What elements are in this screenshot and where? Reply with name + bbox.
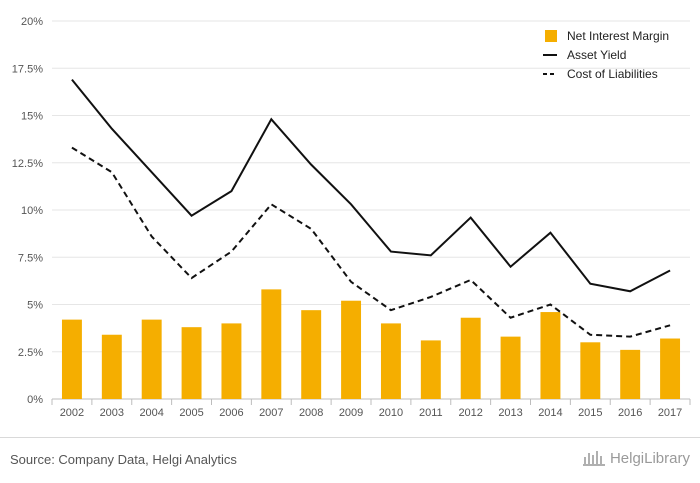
bar — [101, 334, 122, 399]
x-tick-label: 2006 — [219, 407, 243, 419]
bar — [380, 323, 401, 399]
y-axis: 0% 2.5% 5% 7.5% 10% 12.5% 15% 17.5% 20% — [12, 16, 43, 406]
bar — [141, 319, 162, 399]
chart-canvas: 0% 2.5% 5% 7.5% 10% 12.5% 15% 17.5% 20% 2002 2003… — [12, 16, 691, 419]
brand-logo: HelgiLibrary — [582, 449, 690, 467]
y-tick-label: 17.5% — [12, 63, 43, 75]
x-tick-label: 2014 — [538, 407, 562, 419]
footer-divider — [0, 437, 700, 438]
legend-swatch — [545, 30, 557, 42]
x-axis: 2002 2003 2004 2005 2006 2007 2008 2009 2010 2011… — [51, 399, 691, 419]
x-tick-label: 2011 — [419, 407, 443, 419]
x-tick-label: 2016 — [618, 407, 642, 419]
bar — [61, 319, 82, 399]
series-line — [71, 146, 671, 338]
x-tick-label: 2008 — [299, 407, 323, 419]
library-icon — [582, 451, 605, 466]
bar — [460, 317, 481, 399]
bar — [540, 312, 561, 399]
bar — [620, 349, 641, 399]
x-tick-label: 2007 — [259, 407, 283, 419]
line-series — [71, 78, 671, 338]
y-tick-label: 5% — [27, 300, 43, 312]
bar — [420, 340, 441, 399]
x-tick-label: 2009 — [339, 407, 363, 419]
x-tick-label: 2002 — [60, 407, 84, 419]
legend-label: Asset Yield — [567, 48, 626, 62]
x-tick-label: 2012 — [458, 407, 482, 419]
y-tick-label: 7.5% — [18, 252, 43, 264]
y-tick-label: 20% — [21, 16, 43, 28]
bar — [181, 327, 202, 399]
y-tick-label: 10% — [21, 205, 43, 217]
source-note: Source: Company Data, Helgi Analytics — [10, 452, 237, 467]
bar — [341, 300, 362, 399]
brand-name: HelgiLibrary — [609, 449, 690, 467]
bar — [580, 342, 601, 399]
bar — [261, 289, 282, 399]
legend-label: Net Interest Margin — [567, 29, 669, 43]
bar — [500, 336, 521, 399]
bar — [221, 323, 242, 399]
y-tick-label: 2.5% — [18, 347, 43, 359]
y-tick-label: 15% — [21, 111, 43, 123]
series-line — [71, 78, 671, 293]
y-tick-label: 12.5% — [12, 158, 43, 170]
x-tick-label: 2013 — [498, 407, 522, 419]
x-tick-label: 2015 — [578, 407, 602, 419]
bar — [301, 310, 322, 399]
legend-label: Cost of Liabilities — [567, 67, 658, 81]
bar — [660, 338, 681, 399]
legend: Net Interest Margin Asset Yield Cost of Li… — [543, 29, 669, 81]
x-tick-label: 2010 — [379, 407, 403, 419]
x-tick-label: 2004 — [139, 407, 163, 419]
y-tick-label: 0% — [27, 394, 43, 406]
bar-series — [61, 289, 681, 399]
x-tick-label: 2003 — [100, 407, 124, 419]
x-tick-label: 2017 — [658, 407, 682, 419]
x-tick-label: 2005 — [179, 407, 203, 419]
